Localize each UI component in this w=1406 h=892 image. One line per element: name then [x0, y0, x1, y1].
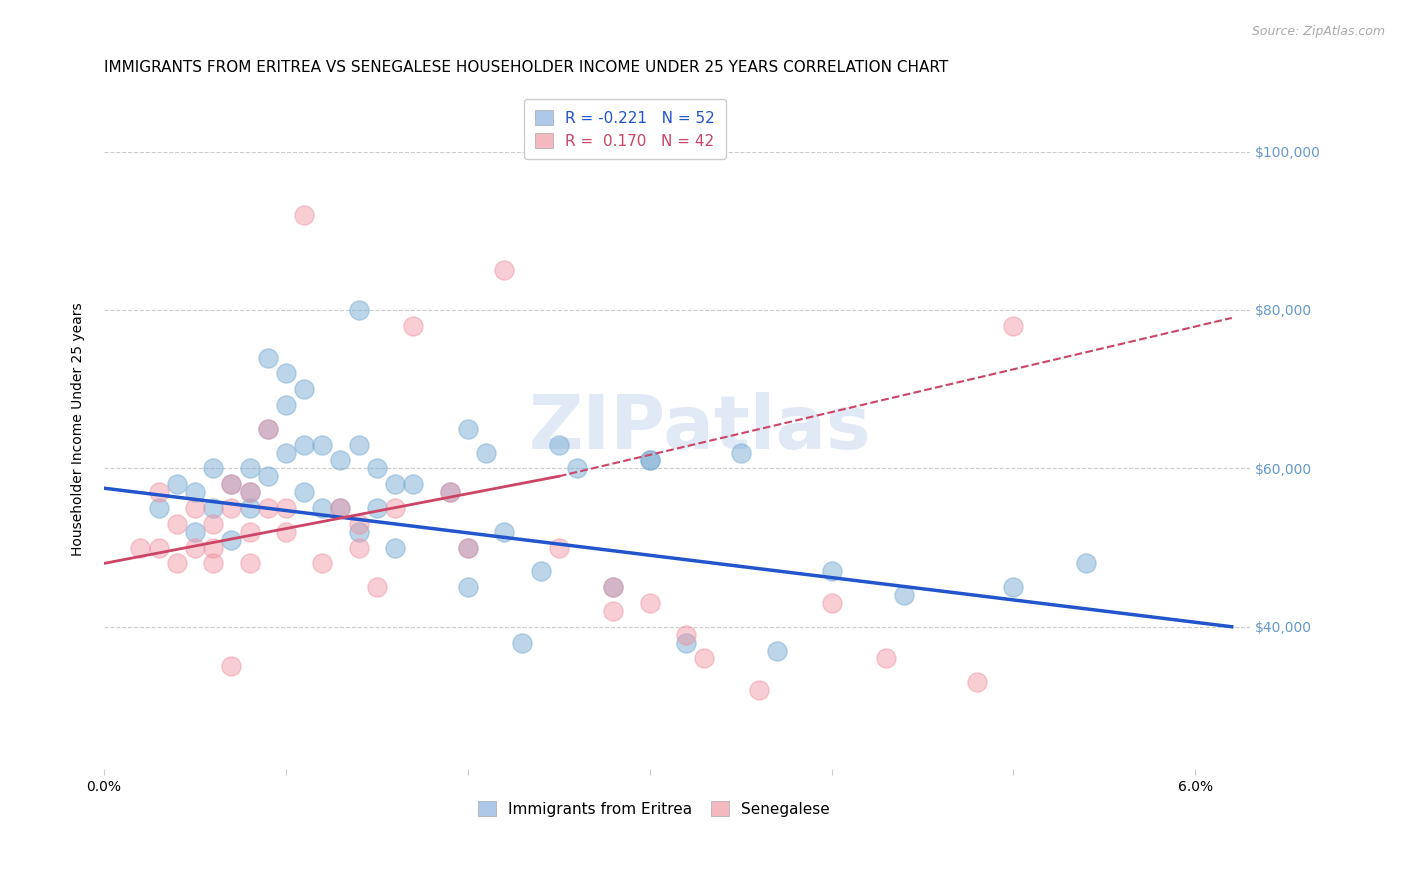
Point: [766, 643, 789, 657]
Point: [384, 541, 406, 555]
Point: [820, 596, 842, 610]
Point: [256, 500, 278, 515]
Y-axis label: Householder Income Under 25 years: Householder Income Under 25 years: [72, 302, 86, 556]
Legend: Immigrants from Eritrea, Senegalese: Immigrants from Eritrea, Senegalese: [472, 795, 837, 823]
Point: [893, 588, 915, 602]
Point: [439, 485, 461, 500]
Point: [1002, 580, 1025, 594]
Point: [366, 461, 388, 475]
Point: [221, 500, 243, 515]
Point: [166, 477, 188, 491]
Point: [329, 500, 352, 515]
Point: [274, 445, 297, 459]
Point: [238, 524, 260, 539]
Point: [693, 651, 716, 665]
Point: [875, 651, 897, 665]
Point: [347, 516, 370, 531]
Point: [166, 516, 188, 531]
Point: [347, 524, 370, 539]
Point: [256, 469, 278, 483]
Point: [347, 437, 370, 451]
Point: [820, 565, 842, 579]
Point: [547, 541, 569, 555]
Point: [547, 437, 569, 451]
Point: [402, 477, 425, 491]
Point: [329, 500, 352, 515]
Point: [529, 565, 551, 579]
Point: [202, 500, 225, 515]
Point: [366, 580, 388, 594]
Point: [402, 318, 425, 333]
Point: [129, 541, 152, 555]
Point: [292, 382, 315, 396]
Text: Source: ZipAtlas.com: Source: ZipAtlas.com: [1251, 25, 1385, 38]
Point: [475, 445, 498, 459]
Point: [292, 208, 315, 222]
Point: [384, 477, 406, 491]
Point: [148, 500, 170, 515]
Point: [256, 422, 278, 436]
Point: [238, 485, 260, 500]
Point: [184, 500, 207, 515]
Point: [311, 500, 333, 515]
Point: [638, 596, 661, 610]
Point: [202, 516, 225, 531]
Point: [274, 524, 297, 539]
Point: [1076, 557, 1098, 571]
Point: [675, 628, 697, 642]
Point: [439, 485, 461, 500]
Point: [730, 445, 752, 459]
Point: [457, 541, 479, 555]
Point: [274, 500, 297, 515]
Point: [274, 367, 297, 381]
Point: [311, 557, 333, 571]
Point: [457, 541, 479, 555]
Point: [384, 500, 406, 515]
Text: IMMIGRANTS FROM ERITREA VS SENEGALESE HOUSEHOLDER INCOME UNDER 25 YEARS CORRELAT: IMMIGRANTS FROM ERITREA VS SENEGALESE HO…: [104, 60, 948, 75]
Point: [238, 485, 260, 500]
Text: ZIPatlas: ZIPatlas: [529, 392, 872, 466]
Point: [966, 675, 988, 690]
Point: [311, 437, 333, 451]
Point: [238, 557, 260, 571]
Point: [202, 461, 225, 475]
Point: [292, 437, 315, 451]
Point: [494, 263, 516, 277]
Point: [221, 477, 243, 491]
Point: [292, 485, 315, 500]
Point: [748, 683, 770, 698]
Point: [602, 580, 624, 594]
Point: [221, 477, 243, 491]
Point: [638, 453, 661, 467]
Point: [602, 604, 624, 618]
Point: [221, 659, 243, 673]
Point: [166, 557, 188, 571]
Point: [184, 524, 207, 539]
Point: [638, 453, 661, 467]
Point: [238, 461, 260, 475]
Point: [238, 500, 260, 515]
Point: [148, 541, 170, 555]
Point: [457, 422, 479, 436]
Point: [675, 635, 697, 649]
Point: [202, 541, 225, 555]
Point: [602, 580, 624, 594]
Point: [347, 541, 370, 555]
Point: [347, 303, 370, 318]
Point: [457, 580, 479, 594]
Point: [494, 524, 516, 539]
Point: [366, 500, 388, 515]
Point: [148, 485, 170, 500]
Point: [256, 351, 278, 365]
Point: [184, 485, 207, 500]
Point: [202, 557, 225, 571]
Point: [512, 635, 534, 649]
Point: [184, 541, 207, 555]
Point: [329, 453, 352, 467]
Point: [565, 461, 588, 475]
Point: [1002, 318, 1025, 333]
Point: [221, 533, 243, 547]
Point: [256, 422, 278, 436]
Point: [274, 398, 297, 412]
